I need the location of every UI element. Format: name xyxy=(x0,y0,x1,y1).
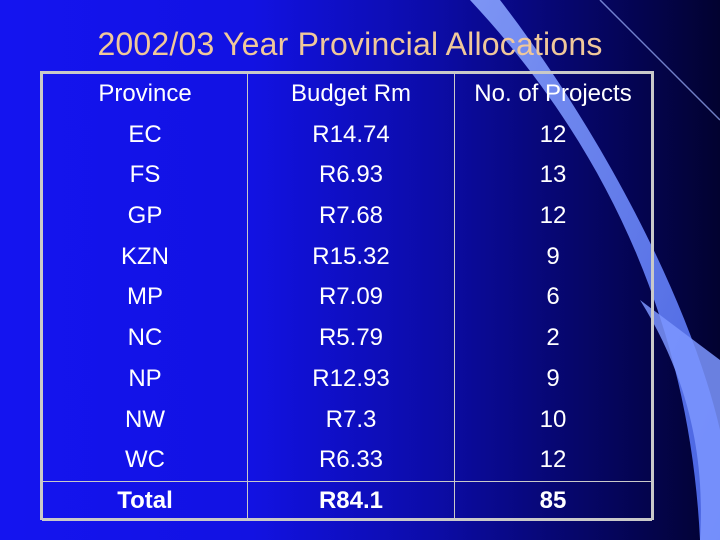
cell-projects: 6 xyxy=(546,283,560,311)
cell-projects: 9 xyxy=(546,242,560,270)
cell-budget: R6.33 xyxy=(318,446,384,474)
cell-province: WC xyxy=(125,446,165,474)
total-budget: R84.1 xyxy=(247,480,455,521)
slide-title: 2002/03 Year Provincial Allocations xyxy=(97,26,603,62)
cell-projects: 12 xyxy=(539,202,567,230)
total-projects: 85 xyxy=(454,480,652,521)
total-row: Total R84.1 85 xyxy=(42,480,652,521)
header-budget: Budget Rm xyxy=(290,80,412,107)
province-column: Province EC FS GP KZN MP NC NP NW WC xyxy=(42,73,248,482)
cell-budget: R7.68 xyxy=(318,202,384,230)
cell-budget: R12.93 xyxy=(312,364,390,392)
budget-column: Budget Rm R14.74 R6.93 R7.68 R15.32 R7.0… xyxy=(247,73,455,482)
cell-province: FS xyxy=(129,161,161,189)
cell-projects: 12 xyxy=(539,446,567,474)
cell-province: NW xyxy=(125,405,165,433)
cell-projects: 13 xyxy=(539,161,567,189)
swoosh-thin-line xyxy=(599,0,720,121)
cell-province: KZN xyxy=(121,242,169,270)
cell-province: GP xyxy=(127,202,163,230)
cell-province: EC xyxy=(128,120,162,148)
cell-budget: R14.74 xyxy=(312,120,390,148)
header-projects: No. of Projects xyxy=(474,80,632,107)
cell-budget: R5.79 xyxy=(318,324,384,352)
cell-budget: R7.3 xyxy=(325,405,377,433)
header-province: Province xyxy=(98,80,192,107)
cell-province: MP xyxy=(127,283,163,311)
projects-column: No. of Projects 12 13 12 9 6 2 9 10 12 xyxy=(454,73,652,482)
cell-budget: R15.32 xyxy=(312,242,390,270)
total-label: Total xyxy=(42,480,248,521)
cell-projects: 2 xyxy=(546,324,560,352)
cell-projects: 10 xyxy=(539,405,567,433)
cell-province: NP xyxy=(128,364,162,392)
swoosh-shape-lower xyxy=(640,300,720,540)
cell-projects: 12 xyxy=(539,120,567,148)
cell-budget: R7.09 xyxy=(318,283,384,311)
cell-projects: 9 xyxy=(546,364,560,392)
cell-province: NC xyxy=(127,324,163,352)
cell-budget: R6.93 xyxy=(318,161,384,189)
allocations-table: Province EC FS GP KZN MP NC NP NW WC Bud… xyxy=(40,71,654,521)
